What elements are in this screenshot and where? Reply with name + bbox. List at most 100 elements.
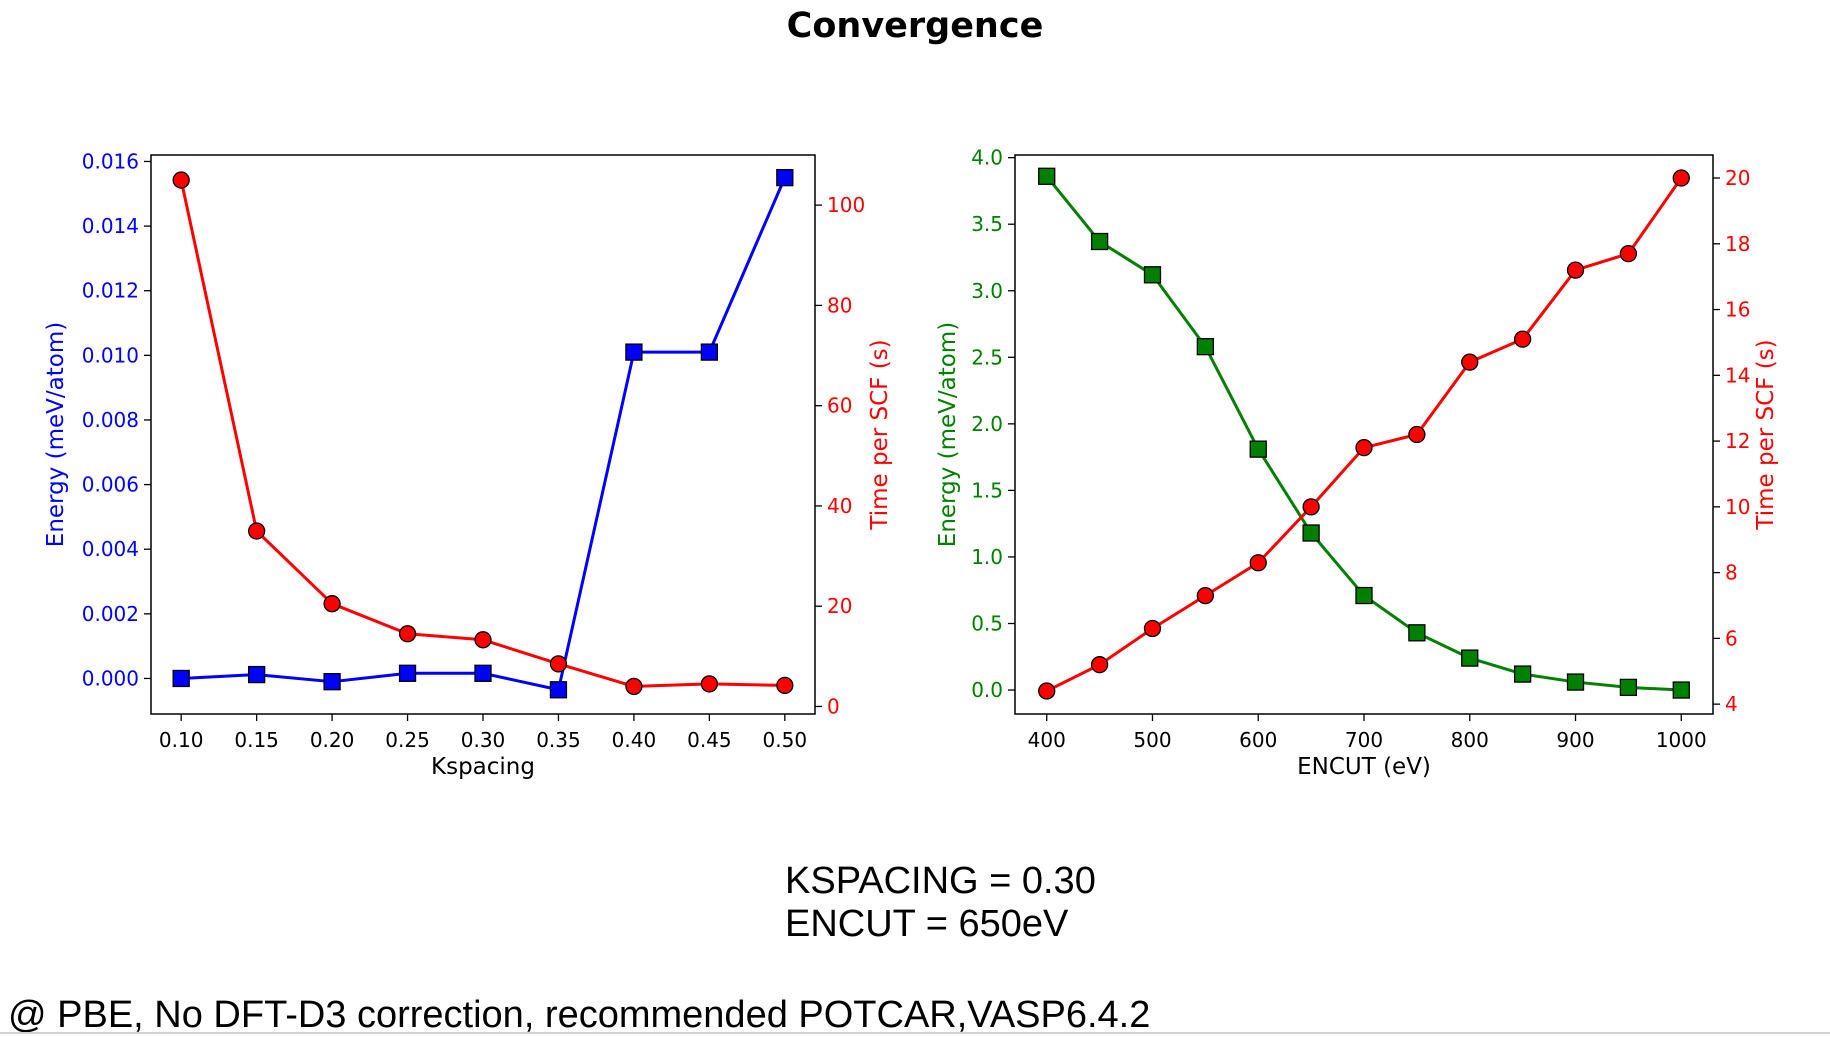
settings-notes: KSPACING = 0.30 ENCUT = 650eV [785,860,1096,946]
left-y-tick-label: 0.002 [82,602,139,626]
right-y-axis-label: Time per SCF (s) [1753,339,1779,530]
x-tick-label: 900 [1556,728,1594,752]
right-y-tick-label: 20 [827,594,852,618]
data-point-square [1038,167,1056,185]
right-y-tick-label: 4 [1725,692,1738,716]
right-y-tick-label: 6 [1725,626,1738,650]
left-y-tick-label: 0.012 [82,279,139,303]
series-2 [172,171,794,696]
data-point-square [1672,681,1690,699]
series-line [1046,177,1683,693]
series-line [1045,175,1682,692]
left-y-tick-label: 2.5 [971,345,1003,369]
left-y-tick-label: 0.014 [82,214,139,238]
data-point-circle [1513,330,1532,348]
data-point-circle [1143,619,1162,638]
data-point-circle [1038,682,1056,700]
data-point-circle [1619,244,1638,263]
right-y-tick-label: 40 [827,494,852,518]
data-point-square [1566,673,1585,691]
right-y-tick-label: 60 [827,394,852,418]
data-point-square [549,681,568,699]
left-y-tick-label: 0.010 [82,343,139,367]
x-tick-label: 1000 [1656,728,1707,752]
data-point-circle [474,631,492,649]
left-y-tick-label: 2.0 [971,412,1003,436]
data-point-circle [1566,261,1585,279]
data-point-circle [1408,425,1426,444]
x-tick-label: 400 [1028,728,1066,752]
encut-note: ENCUT = 650eV [785,903,1069,945]
right-y-axis-label: Time per SCF (s) [867,339,893,530]
data-point-square [172,669,190,688]
data-point-square [474,664,492,682]
right-y-tick-label: 12 [1725,429,1750,453]
x-tick-label: 0.20 [310,728,355,752]
left-y-tick-label: 0.000 [82,666,139,690]
right-y-tick-label: 20 [1725,166,1750,190]
data-point-circle [247,522,266,540]
series-1 [1038,167,1690,699]
data-point-square [700,343,719,361]
x-tick-label: 0.25 [385,728,430,752]
data-point-square [1619,678,1638,697]
left-y-tick-label: 1.0 [971,545,1003,569]
chart-title: Convergence [786,6,1044,46]
x-tick-label: 600 [1239,728,1277,752]
x-tick-label: 0.10 [159,728,204,752]
data-point-circle [1196,586,1215,605]
left-y-tick-label: 4.0 [971,146,1003,170]
right-y-tick-label: 0 [827,694,840,718]
right-y-tick-label: 16 [1725,298,1750,322]
x-axis-label: ENCUT (eV) [1297,754,1431,780]
right-y-tick-label: 100 [827,193,865,217]
data-point-square [1249,440,1267,458]
left-y-tick-label: 0.008 [82,408,139,432]
left-y-tick-label: 0.5 [971,611,1003,635]
left-y-tick-label: 0.0 [971,678,1003,702]
x-tick-label: 0.15 [234,728,279,752]
series-2 [1038,169,1690,700]
x-tick-label: 0.50 [763,728,808,752]
series-line [181,177,787,692]
left-y-tick-label: 1.5 [971,478,1003,502]
data-point-circle [625,677,643,696]
left-y-tick-label: 0.016 [82,149,139,173]
data-point-circle [1302,498,1320,516]
right-y-tick-label: 14 [1725,363,1750,387]
x-tick-label: 0.40 [612,728,657,752]
x-tick-label: 0.30 [461,728,506,752]
data-point-square [625,343,643,361]
data-point-square [1513,665,1532,683]
data-point-circle [776,676,794,695]
x-axis-label: Kspacing [431,754,535,780]
left-y-axis-label: Energy (meV/atom) [43,322,69,547]
method-footnote: @ PBE, No DFT-D3 correction, recommended… [8,994,1151,1036]
data-point-square [1143,266,1162,284]
data-point-square [1355,586,1373,605]
x-tick-label: 500 [1133,728,1171,752]
data-point-square [1196,338,1215,356]
x-tick-label: 0.35 [536,728,581,752]
series-1 [172,168,794,699]
right-y-tick-label: 18 [1725,232,1750,256]
left-y-tick-label: 0.006 [82,473,139,497]
plot-frame [150,154,816,715]
x-tick-label: 800 [1451,728,1489,752]
right-y-tick-label: 80 [827,293,852,317]
data-point-square [323,673,341,691]
data-point-square [1461,649,1479,667]
left-y-tick-label: 0.004 [82,537,139,561]
x-tick-label: 0.45 [687,728,732,752]
data-point-circle [549,655,568,673]
data-point-square [247,665,266,684]
data-point-square [1090,232,1109,251]
left-y-tick-label: 3.0 [971,279,1003,303]
data-point-circle [398,625,417,643]
data-point-circle [1672,169,1690,187]
data-point-circle [1355,439,1373,457]
data-point-circle [700,675,719,693]
data-point-square [398,664,417,682]
data-point-circle [1090,656,1109,674]
